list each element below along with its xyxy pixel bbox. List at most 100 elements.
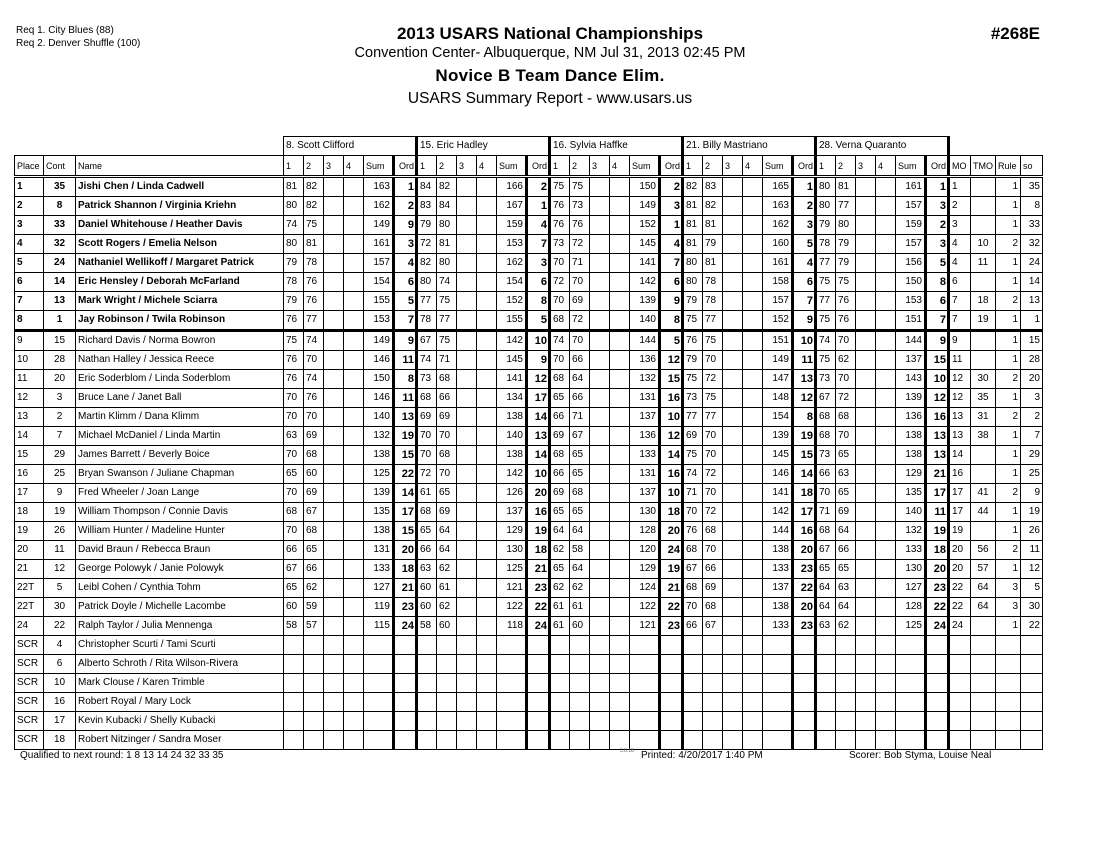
total-majority-ordinal <box>970 692 996 712</box>
score-4 <box>476 635 497 655</box>
score-2: 62 <box>436 597 457 617</box>
score-3 <box>456 730 477 750</box>
score-4 <box>742 502 763 522</box>
score-2: 65 <box>835 559 856 579</box>
score-sum: 167 <box>496 196 527 216</box>
score-1 <box>416 635 437 655</box>
header-1: 1 <box>549 155 570 178</box>
score-2: 67 <box>303 502 324 522</box>
score-4 <box>875 426 896 446</box>
score-3 <box>855 730 876 750</box>
contestant-name: Mark Wright / Michele Sciarra <box>75 291 284 311</box>
score-1: 74 <box>815 330 836 351</box>
total-majority-ordinal: 31 <box>970 407 996 427</box>
place: 4 <box>14 234 44 254</box>
ordinal <box>525 635 551 655</box>
score-1: 76 <box>682 330 703 351</box>
score-4 <box>609 407 630 427</box>
contestant-name: Daniel Whitehouse / Heather Davis <box>75 215 284 235</box>
score-3 <box>323 502 344 522</box>
score-4 <box>476 654 497 674</box>
score-sum <box>895 654 926 674</box>
score-2 <box>835 730 856 750</box>
ordinal: 5 <box>924 253 950 273</box>
score-2 <box>303 711 324 731</box>
ordinal <box>525 673 551 693</box>
header-1: 1 <box>283 155 304 178</box>
ordinal: 21 <box>525 559 551 579</box>
score-1: 79 <box>283 253 304 273</box>
score-2: 81 <box>436 234 457 254</box>
score-1 <box>283 692 304 712</box>
table-row: 6 14 Eric Hensley / Deborah McFarland 78 76 1… <box>14 272 1043 292</box>
majority-ordinal: 24 <box>948 616 971 636</box>
ordinal: 8 <box>525 291 551 311</box>
score-1: 79 <box>682 350 703 370</box>
score-3 <box>722 196 743 216</box>
place: SCR <box>14 635 44 655</box>
score-4 <box>742 388 763 408</box>
header-2: 2 <box>702 155 723 178</box>
score-2: 68 <box>436 369 457 389</box>
score-4 <box>476 407 497 427</box>
contestant-name: Bruce Lane / Janet Ball <box>75 388 284 408</box>
score-3 <box>855 272 876 292</box>
score-1: 69 <box>416 407 437 427</box>
ordinal <box>658 654 684 674</box>
ordinal: 2 <box>525 176 551 197</box>
score-3 <box>722 578 743 598</box>
score-1 <box>815 635 836 655</box>
score-4 <box>476 692 497 712</box>
header-1: 1 <box>682 155 703 178</box>
score-sum: 142 <box>762 502 793 522</box>
contestant-name: Robert Nitzinger / Sandra Moser <box>75 730 284 750</box>
score-4 <box>476 711 497 731</box>
score-2: 66 <box>436 388 457 408</box>
score-2: 71 <box>569 407 590 427</box>
score-4 <box>609 730 630 750</box>
contestant-name: William Thompson / Connie Davis <box>75 502 284 522</box>
score-3 <box>855 234 876 254</box>
score-2: 75 <box>702 330 723 351</box>
majority-ordinal: 14 <box>948 445 971 465</box>
score-3 <box>456 272 477 292</box>
place: 10 <box>14 350 44 370</box>
score-2: 76 <box>303 272 324 292</box>
ordinal: 1 <box>924 176 950 197</box>
ordinal: 14 <box>658 445 684 465</box>
score-3 <box>323 426 344 446</box>
ordinal: 10 <box>525 330 551 351</box>
score-4 <box>343 673 364 693</box>
score-4 <box>476 578 497 598</box>
score-2: 70 <box>702 445 723 465</box>
score-1 <box>682 711 703 731</box>
total-majority-ordinal <box>970 711 996 731</box>
majority-ordinal: 12 <box>948 388 971 408</box>
score-4 <box>742 407 763 427</box>
score-sum: 136 <box>895 407 926 427</box>
judge-name: 21. Billy Mastriano <box>682 136 817 156</box>
score-1: 77 <box>416 291 437 311</box>
score-3 <box>722 654 743 674</box>
score-3 <box>323 673 344 693</box>
majority-ordinal <box>948 711 971 731</box>
score-2: 80 <box>436 215 457 235</box>
score-2: 65 <box>569 464 590 484</box>
ordinal: 13 <box>525 426 551 446</box>
total-majority-ordinal <box>970 635 996 655</box>
score-4 <box>875 730 896 750</box>
score-1: 76 <box>549 196 570 216</box>
score-3 <box>722 253 743 273</box>
table-row: 13 2 Martin Klimm / Dana Klimm 70 70 140 13 69 6… <box>14 407 1043 427</box>
score-3 <box>722 330 743 351</box>
header-4: 4 <box>609 155 630 178</box>
score-4 <box>343 445 364 465</box>
score-2: 77 <box>702 310 723 332</box>
score-sum: 126 <box>496 483 527 503</box>
ordinal: 1 <box>525 196 551 216</box>
score-3 <box>323 291 344 311</box>
score-2 <box>569 692 590 712</box>
ordinal: 10 <box>658 407 684 427</box>
header-ord: Ord <box>924 155 950 178</box>
ordinal: 13 <box>924 445 950 465</box>
